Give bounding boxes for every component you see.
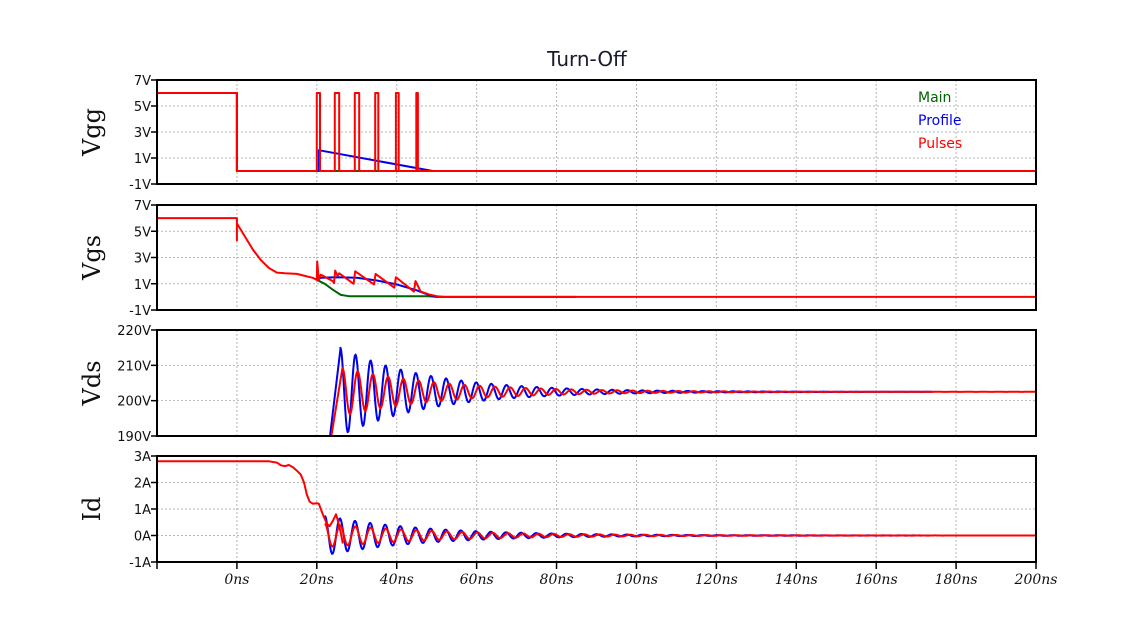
- y-tick-label: 1A: [134, 503, 151, 518]
- x-tick-label: 60ns: [460, 572, 494, 588]
- panel-frame: [156, 329, 1037, 437]
- panel-frame: [156, 204, 1037, 311]
- y-tick-label: 3A: [134, 450, 151, 465]
- x-tick-label: 100ns: [615, 572, 658, 588]
- y-tick-label: 3V: [134, 252, 151, 267]
- trace-pulses-pre: [157, 460, 344, 544]
- panel-frame: [156, 79, 1037, 185]
- x-tick-label: 40ns: [379, 572, 414, 588]
- x-tick-label: 80ns: [540, 572, 574, 588]
- legend: Main Profile Pulses: [918, 90, 962, 152]
- chart-title: Turn-Off: [546, 47, 628, 71]
- legend-pulses: Pulses: [918, 136, 962, 152]
- panel-frame: [156, 455, 1037, 563]
- panels: -1V 1V 3V 5V 7V Vgg -1V 1V 3V 5V 7V Vgs 190V 200V 210V…: [78, 74, 1037, 571]
- trace-profile: [316, 276, 577, 298]
- x-tick-label: 120ns: [695, 572, 738, 588]
- y-tick-label: 220V: [117, 324, 151, 339]
- x-tick-label: 160ns: [855, 572, 898, 588]
- y-tick-label: 7V: [134, 199, 151, 214]
- y-tick-label: 200V: [117, 395, 151, 410]
- y-tick-label: -1A: [129, 556, 151, 571]
- trace-pulses: [157, 217, 1036, 298]
- panel-vds: 190V 200V 210V 220V Vds: [78, 324, 1037, 445]
- y-tick-label: 1V: [134, 152, 151, 167]
- y-tick-label: 1V: [134, 278, 151, 293]
- x-tick-label: 180ns: [935, 572, 978, 588]
- x-axis: 0ns 20ns 40ns 60ns 80ns 100ns 120ns 140ns 160ns 1…: [156, 562, 1058, 588]
- y-axis-label: Vgs: [78, 235, 106, 281]
- y-tick-label: -1V: [129, 178, 151, 193]
- y-axis-label: Id: [78, 497, 106, 522]
- y-tick-label: 5V: [134, 225, 151, 240]
- panel-vgg: -1V 1V 3V 5V 7V Vgg: [78, 74, 1037, 193]
- y-axis-label: Vds: [78, 360, 106, 406]
- legend-main: Main: [918, 90, 951, 106]
- y-tick-label: 2A: [134, 477, 151, 492]
- x-tick-label: 20ns: [299, 572, 334, 588]
- trace-profile: [329, 346, 932, 436]
- trace-main: [316, 278, 437, 298]
- y-tick-label: 190V: [117, 430, 151, 445]
- legend-profile: Profile: [918, 113, 962, 129]
- trace-pulses: [324, 522, 1036, 548]
- y-tick-label: 3V: [134, 126, 151, 141]
- y-tick-label: 210V: [117, 359, 151, 374]
- y-tick-label: 5V: [134, 100, 151, 115]
- trace-profile: [157, 92, 1036, 172]
- x-tick-label: 0ns: [224, 572, 249, 588]
- panel-id: -1A 0A 1A 2A 3A Id: [78, 450, 1037, 571]
- y-tick-label: 0A: [134, 530, 151, 545]
- y-tick-label: -1V: [129, 304, 151, 319]
- trace-pulses: [330, 366, 1036, 436]
- y-axis-label: Vgg: [78, 108, 106, 157]
- panel-vgs: -1V 1V 3V 5V 7V Vgs: [78, 199, 1037, 319]
- x-tick-label: 140ns: [775, 572, 818, 588]
- trace-main: [157, 92, 1036, 172]
- y-tick-label: 7V: [134, 74, 151, 89]
- trace-pulses: [157, 92, 1036, 172]
- x-tick-label: 200ns: [1014, 572, 1058, 588]
